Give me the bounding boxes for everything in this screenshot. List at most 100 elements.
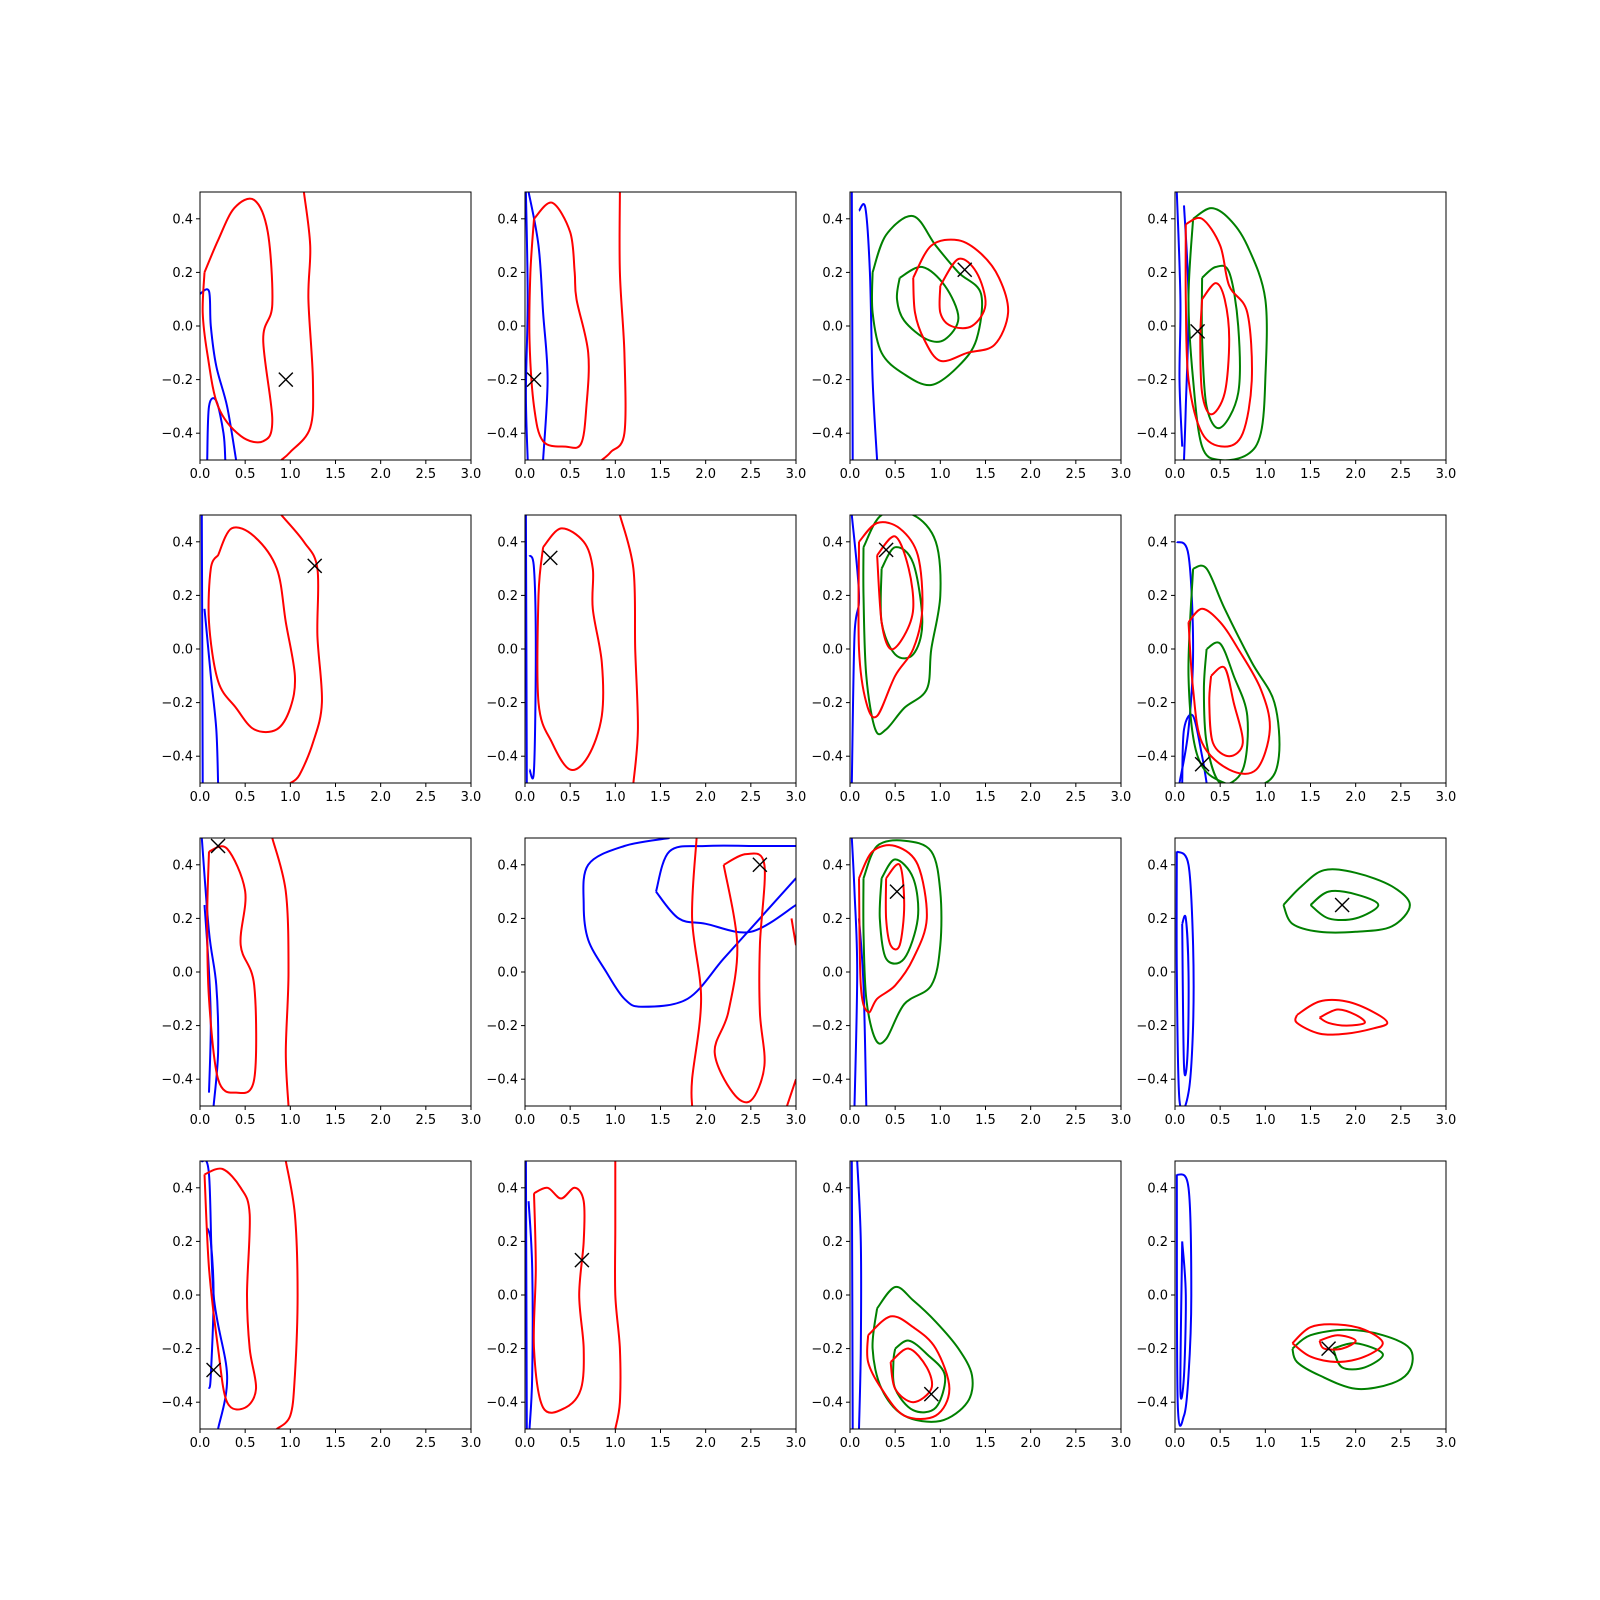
x-marker (1190, 323, 1206, 339)
x-tick-label: 1.5 (650, 467, 671, 482)
y-tick-label: −0.4 (486, 750, 518, 765)
x-tick-label: 1.0 (930, 1113, 951, 1128)
x-tick-label: 0.5 (885, 790, 906, 805)
panel-r2-c3: 0.0 0.5 1.0 1.5 2.0 2.5 3.0 −0.4 −0.2 0.0 0.2 0.4 (811, 514, 1132, 805)
x-tick-label: 2.0 (1020, 1436, 1041, 1451)
y-tick-label: 0.0 (172, 643, 193, 658)
plot-area (850, 1161, 974, 1429)
y-tick-label: −0.4 (1136, 1396, 1168, 1411)
y-tick-label: −0.2 (161, 696, 193, 711)
blue-contour-line (206, 1227, 215, 1390)
x-tick-label: 0.0 (1165, 467, 1186, 482)
blue-contour-line (858, 203, 879, 460)
x-tick-label: 0.5 (235, 790, 256, 805)
x-marker (878, 542, 894, 558)
y-tick-label: −0.2 (486, 1342, 518, 1357)
x-tick-label: 0.5 (885, 467, 906, 482)
x-tick-label: 3.0 (461, 790, 482, 805)
panel-r1-c3: 0.0 0.5 1.0 1.5 2.0 2.5 3.0 −0.4 −0.2 0.0 0.2 0.4 (811, 191, 1132, 482)
x-tick-label: 3.0 (1436, 790, 1457, 805)
x-tick-label: 2.5 (415, 467, 436, 482)
blue-contour-line (525, 1161, 528, 1429)
y-tick-label: −0.2 (1136, 696, 1168, 711)
y-tick-label: 0.2 (172, 266, 193, 281)
x-tick-label: 3.0 (461, 467, 482, 482)
panel-r4-c3: 0.0 0.5 1.0 1.5 2.0 2.5 3.0 −0.4 −0.2 0.0 0.2 0.4 (811, 1160, 1132, 1451)
red-contour-line (271, 838, 290, 1106)
y-tick-label: 0.4 (1147, 858, 1168, 873)
axes-frame (1174, 1160, 1447, 1430)
y-tick-label: 0.4 (497, 858, 518, 873)
y-tick-label: 0.0 (822, 966, 843, 981)
plot-area (200, 515, 323, 783)
blue-contour-line (525, 192, 529, 460)
y-tick-label: −0.4 (811, 750, 843, 765)
x-tick-label: 0.5 (560, 467, 581, 482)
x-tick-label: 2.5 (415, 1113, 436, 1128)
y-tick-label: 0.4 (822, 1181, 843, 1196)
red-contour-line (280, 192, 315, 460)
x-tick-label: 1.5 (1300, 467, 1321, 482)
x-tick-label: 2.0 (370, 1436, 391, 1451)
x-tick-label: 2.5 (1065, 1436, 1086, 1451)
x-tick-label: 0.5 (560, 790, 581, 805)
plot-area (582, 838, 796, 1106)
x-tick-label: 2.5 (415, 1436, 436, 1451)
x-tick-label: 2.0 (370, 1113, 391, 1128)
axes-frame (849, 1160, 1122, 1430)
blue-contour-line (856, 1161, 863, 1429)
y-tick-label: 0.0 (497, 643, 518, 658)
x-tick-label: 2.5 (415, 790, 436, 805)
x-tick-label: 1.5 (975, 790, 996, 805)
x-tick-label: 1.5 (975, 1436, 996, 1451)
plot-area (1175, 1173, 1414, 1427)
x-tick-label: 1.0 (605, 467, 626, 482)
x-marker (752, 857, 768, 873)
x-tick-label: 0.0 (840, 1113, 861, 1128)
plot-area (850, 515, 942, 783)
y-tick-label: −0.2 (486, 696, 518, 711)
green-contour-line (1309, 889, 1380, 922)
y-tick-label: 0.2 (822, 589, 843, 604)
axes-frame (1174, 514, 1447, 784)
y-tick-label: −0.2 (161, 1019, 193, 1034)
x-tick-label: 0.0 (190, 1436, 211, 1451)
y-tick-label: −0.2 (811, 696, 843, 711)
red-contour-line (206, 845, 258, 1095)
x-marker (210, 838, 226, 854)
x-tick-label: 2.0 (695, 1113, 716, 1128)
x-tick-label: 2.5 (1390, 467, 1411, 482)
y-tick-label: −0.2 (811, 1019, 843, 1034)
x-tick-label: 0.0 (190, 790, 211, 805)
x-tick-label: 3.0 (1111, 1436, 1132, 1451)
y-tick-label: −0.4 (1136, 427, 1168, 442)
x-tick-label: 3.0 (1111, 467, 1132, 482)
red-contour-line (884, 862, 906, 951)
x-tick-label: 3.0 (461, 1436, 482, 1451)
y-tick-label: 0.2 (497, 266, 518, 281)
x-tick-label: 2.5 (740, 1436, 761, 1451)
x-tick-label: 1.5 (1300, 1113, 1321, 1128)
x-tick-label: 0.5 (1210, 790, 1231, 805)
y-tick-label: 0.0 (1147, 643, 1168, 658)
y-tick-label: 0.0 (497, 966, 518, 981)
x-marker (574, 1252, 590, 1268)
panel-r2-c1: 0.0 0.5 1.0 1.5 2.0 2.5 3.0 −0.4 −0.2 0.0 0.2 0.4 (161, 514, 482, 805)
red-contour-line (1187, 607, 1271, 775)
red-contour-line (536, 527, 605, 772)
x-tick-label: 3.0 (1436, 1113, 1457, 1128)
red-contour-line (201, 197, 274, 444)
x-marker (923, 1386, 939, 1402)
y-tick-label: −0.4 (1136, 1073, 1168, 1088)
x-tick-label: 3.0 (1111, 790, 1132, 805)
x-tick-label: 3.0 (786, 790, 807, 805)
y-tick-label: 0.4 (497, 535, 518, 550)
y-tick-label: −0.4 (161, 750, 193, 765)
y-tick-label: 0.2 (1147, 589, 1168, 604)
axes-frame (524, 191, 797, 461)
y-tick-label: 0.2 (822, 912, 843, 927)
green-contour-line (892, 1339, 947, 1414)
red-contour-line (203, 1167, 258, 1411)
x-tick-label: 1.5 (650, 790, 671, 805)
y-tick-label: −0.2 (1136, 1342, 1168, 1357)
